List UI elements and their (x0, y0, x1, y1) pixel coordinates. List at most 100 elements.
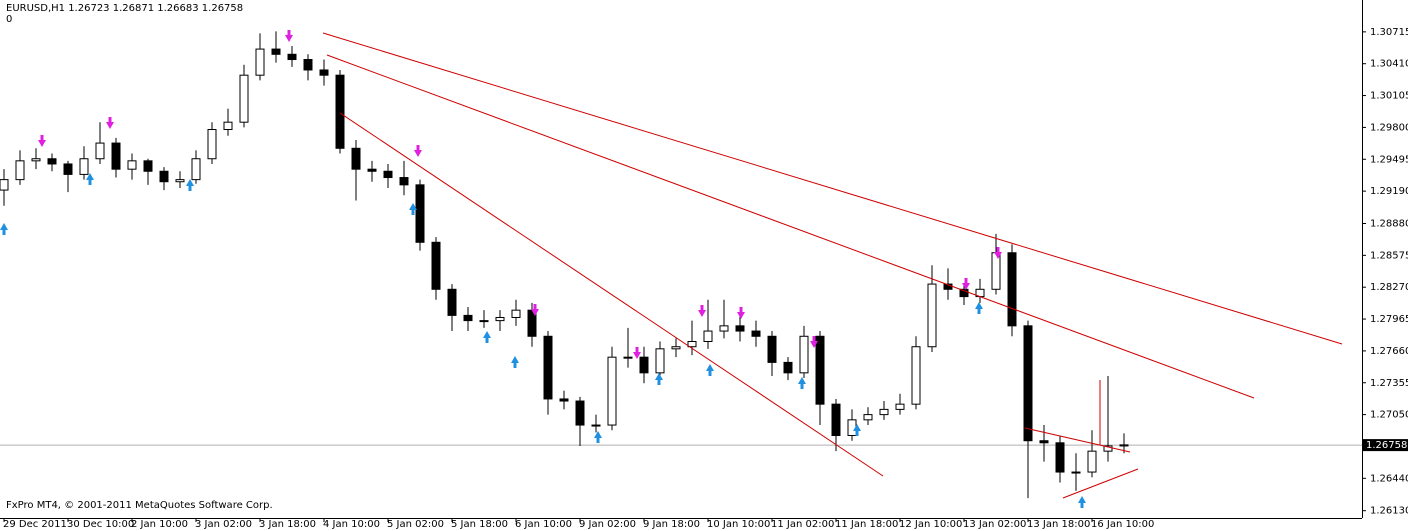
candle-body (735, 325, 745, 332)
candle-body (511, 309, 521, 318)
x-tick-label: 3 Jan 18:00 (259, 519, 316, 530)
candle-body (639, 356, 649, 374)
candle-body (335, 74, 345, 149)
candle-body (223, 121, 233, 130)
buy-arrow (483, 331, 491, 343)
x-tick-label: 10 Jan 10:00 (707, 519, 770, 530)
sell-arrow (962, 278, 970, 290)
candle-body (159, 170, 169, 183)
y-tick-label: 1.27050 (1370, 410, 1408, 421)
buy-arrow (0, 223, 8, 235)
candle-body (127, 160, 137, 170)
y-tick-label: 1.27965 (1370, 314, 1408, 325)
candle-body (783, 361, 793, 374)
x-tick-label: 11 Jan 02:00 (771, 519, 834, 530)
candle-body (671, 346, 681, 350)
candle-body (367, 168, 377, 172)
y-tick-label: 1.30105 (1370, 91, 1408, 102)
candle-body (175, 179, 185, 183)
trendline (326, 54, 1255, 399)
candle-body (1007, 252, 1017, 327)
candle-body (767, 335, 777, 363)
y-tick-label: 1.26130 (1370, 506, 1408, 517)
candle-body (959, 288, 969, 298)
y-tick-label: 1.27355 (1370, 378, 1408, 389)
candle-body (543, 335, 553, 400)
candle-body (255, 48, 265, 76)
candle-body (879, 408, 889, 416)
sell-arrow (414, 145, 422, 157)
y-tick-label: 1.28270 (1370, 282, 1408, 293)
candle-body (15, 160, 25, 181)
buy-arrow (798, 377, 806, 389)
x-tick-label: 9 Jan 18:00 (643, 519, 700, 530)
x-tick-label: 6 Jan 10:00 (515, 519, 572, 530)
candle-body (31, 158, 41, 162)
buy-arrow (594, 431, 602, 443)
candle-body (1039, 440, 1049, 444)
trendlines (322, 32, 1343, 499)
buy-arrow (706, 364, 714, 376)
candle-body (751, 330, 761, 337)
trendline (322, 32, 1343, 345)
sell-arrow (994, 247, 1002, 259)
candle-body (239, 74, 249, 123)
trendline (339, 112, 884, 477)
sell-arrow (38, 135, 46, 147)
candle-body (47, 158, 57, 165)
candle-body (191, 158, 201, 181)
x-tick-label: 9 Jan 02:00 (579, 519, 636, 530)
candle-body (591, 424, 601, 427)
y-tick-label: 1.27660 (1370, 346, 1408, 357)
candle-body (0, 179, 9, 191)
candle-body (111, 142, 121, 170)
sell-arrow (633, 347, 641, 359)
sell-arrow (285, 30, 293, 42)
candle-body (463, 314, 473, 322)
sell-arrow (737, 307, 745, 319)
candle-body (303, 59, 313, 71)
candle-body (655, 348, 665, 374)
candle-body (607, 356, 617, 426)
candle-body (847, 419, 857, 436)
candle-body (687, 341, 697, 348)
candle-body (287, 53, 297, 61)
x-tick-label: 16 Jan 10:00 (1091, 519, 1154, 530)
x-tick-label: 30 Dec 10:00 (67, 519, 134, 530)
trendline (1062, 468, 1139, 499)
y-tick-label: 1.28575 (1370, 250, 1408, 261)
buy-arrow (1078, 496, 1086, 508)
buy-arrow (975, 302, 983, 314)
candle-body (143, 160, 153, 172)
candle-body (991, 252, 1001, 290)
candle-body (415, 184, 425, 243)
x-tick-label: 5 Jan 18:00 (451, 519, 508, 530)
candle-body (799, 335, 809, 374)
sell-arrow (531, 304, 539, 316)
y-tick-label: 1.28880 (1370, 218, 1408, 229)
candle-body (623, 356, 633, 359)
trendline (1024, 427, 1131, 453)
x-tick-label: 12 Jan 10:00 (899, 519, 962, 530)
chart-subheader: 0 (6, 14, 12, 25)
candle-body (1023, 325, 1033, 442)
candle-body (431, 241, 441, 290)
candle-body (559, 398, 569, 402)
candle-body (1119, 444, 1129, 447)
x-tick-label: 5 Jan 02:00 (387, 519, 444, 530)
buy-arrow (186, 179, 194, 191)
candle-body (447, 288, 457, 316)
current-price-box (1362, 439, 1408, 452)
y-tick-label: 1.29190 (1370, 186, 1408, 197)
sell-arrow (698, 305, 706, 317)
candle-body (319, 69, 329, 76)
candle-body (207, 129, 217, 160)
buy-arrow (853, 424, 861, 436)
candle-body (927, 283, 937, 348)
buy-arrow (86, 173, 94, 185)
candle-body (95, 142, 105, 160)
x-tick-label: 13 Jan 02:00 (963, 519, 1026, 530)
candle-body (911, 346, 921, 405)
